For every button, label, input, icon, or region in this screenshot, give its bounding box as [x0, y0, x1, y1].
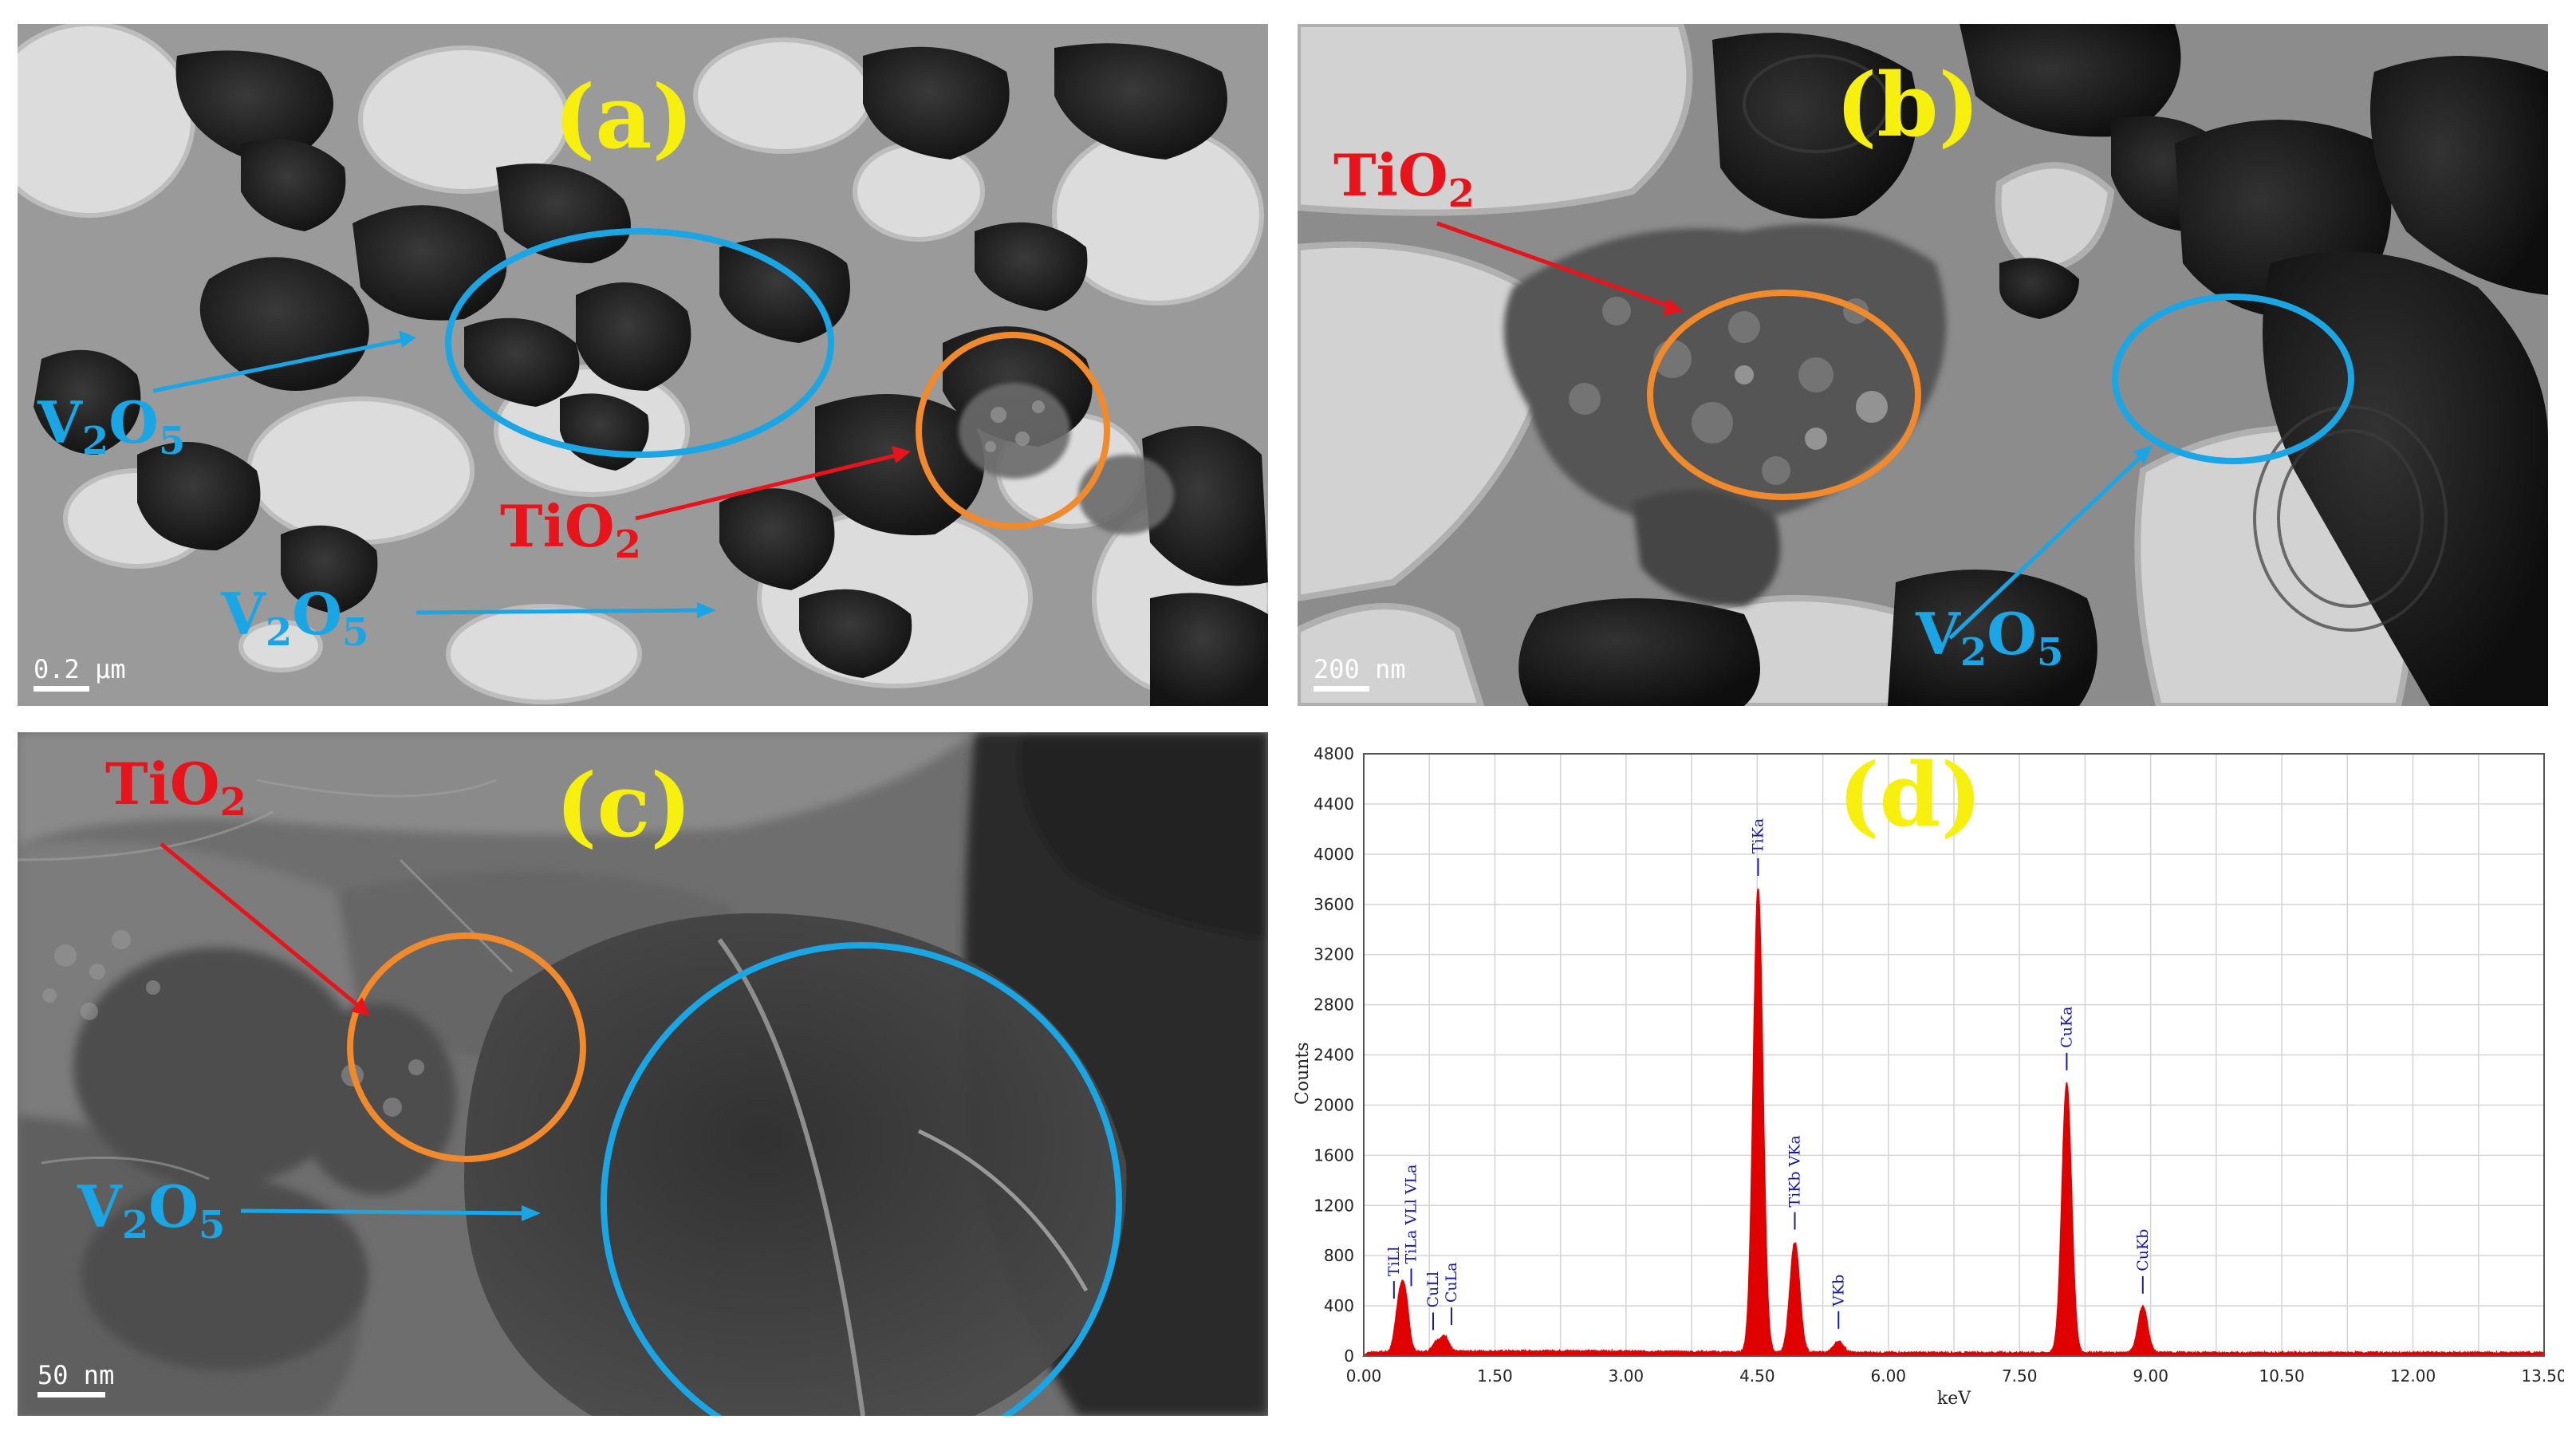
peak-label: TiKa — [1749, 818, 1767, 853]
panel-b-scale-bar — [1314, 686, 1369, 692]
peak-label: TiKb VKa — [1786, 1135, 1803, 1207]
panel-a-tem-image: (a) V2O5 V2O5 TiO2 0.2 μm — [18, 24, 1268, 706]
y-axis-ticks: 0 400 800 1200 1600 2000 2400 2800 3200 3600 4000 4… — [1314, 744, 1354, 1366]
edx-spectrum-series — [1361, 888, 2545, 1357]
v2o5-label: V2O5 — [1915, 600, 2063, 675]
y-tick-label: 2400 — [1314, 1046, 1354, 1065]
x-tick-label: 7.50 — [2002, 1366, 2038, 1386]
panel-c-letter: (c) — [555, 754, 691, 857]
tio2-label: TiO2 — [105, 750, 246, 825]
x-tick-label: 12.00 — [2390, 1366, 2436, 1386]
panel-a-scale-label: 0.2 μm — [33, 654, 126, 684]
peak-label: VKb — [1830, 1275, 1847, 1307]
tio2-highlight-circle — [347, 932, 586, 1162]
x-tick-label: 10.50 — [2259, 1366, 2304, 1386]
x-tick-label: 3.00 — [1609, 1366, 1644, 1386]
panel-c-tem-image: (c) TiO2 V2O5 50 nm — [18, 732, 1268, 1416]
panel-b-scale-label: 200 nm — [1314, 654, 1406, 684]
peak-label: TiLl — [1385, 1247, 1403, 1276]
y-tick-label: 2800 — [1314, 995, 1354, 1015]
panel-c-scale-bar — [37, 1392, 105, 1397]
y-tick-label: 800 — [1324, 1246, 1354, 1265]
panel-d-edx-chart: 0 400 800 1200 1600 2000 2400 2800 3200 3600 4000 4… — [1280, 722, 2564, 1424]
peak-label: CuKa — [2058, 1007, 2075, 1048]
panel-a-scale-bar — [33, 686, 89, 692]
x-tick-label: 13.50 — [2521, 1366, 2564, 1386]
plot-frame — [1363, 753, 2545, 1357]
x-tick-label: 1.50 — [1477, 1366, 1513, 1386]
tio2-label: TiO2 — [500, 492, 641, 567]
y-tick-label: 4400 — [1314, 794, 1354, 814]
y-tick-label: 2000 — [1314, 1095, 1354, 1114]
panel-b-tem-image: (b) TiO2 V2O5 200 nm — [1298, 24, 2548, 706]
y-tick-label: 4000 — [1314, 845, 1354, 864]
tio2-highlight-circle — [1647, 290, 1921, 500]
tio2-label: TiO2 — [1333, 141, 1475, 216]
peak-label: CuLa — [1443, 1262, 1460, 1303]
peak-label: CuKb — [2134, 1229, 2152, 1271]
v2o5-label: V2O5 — [77, 1173, 225, 1248]
panel-a-letter: (a) — [553, 65, 693, 168]
y-tick-label: 1600 — [1314, 1145, 1354, 1165]
y-tick-label: 3600 — [1314, 895, 1354, 914]
panel-d-letter: (d) — [1837, 743, 1982, 846]
y-tick-label: 4800 — [1314, 744, 1354, 763]
x-tick-label: 6.00 — [1871, 1366, 1907, 1386]
panel-c-scale-label: 50 nm — [37, 1360, 114, 1390]
peak-label: CuLl — [1424, 1271, 1442, 1307]
peak-label: TiLa VLl VLa — [1403, 1165, 1420, 1264]
y-tick-label: 3200 — [1314, 945, 1354, 964]
y-axis-label: Counts — [1293, 1042, 1313, 1105]
x-axis-ticks: 0.00 1.50 3.00 4.50 6.00 7.50 9.00 10.50 12.00 13… — [1346, 1366, 2564, 1386]
v2o5-highlight-circle — [601, 942, 1122, 1416]
v2o5-highlight-circle — [2112, 294, 2354, 464]
x-axis-label: keV — [1937, 1389, 1971, 1409]
tio2-highlight-circle — [916, 332, 1110, 530]
v2o5-label-2: V2O5 — [220, 580, 368, 655]
x-tick-label: 0.00 — [1346, 1366, 1382, 1386]
panel-b-letter: (b) — [1835, 53, 1979, 156]
x-tick-label: 4.50 — [1739, 1366, 1775, 1386]
y-tick-label: 0 — [1344, 1346, 1354, 1366]
y-tick-label: 400 — [1324, 1296, 1354, 1315]
v2o5-highlight-circle — [445, 228, 834, 458]
v2o5-label-1: V2O5 — [37, 388, 185, 463]
y-tick-label: 1200 — [1314, 1196, 1354, 1215]
x-tick-label: 9.00 — [2133, 1366, 2168, 1386]
